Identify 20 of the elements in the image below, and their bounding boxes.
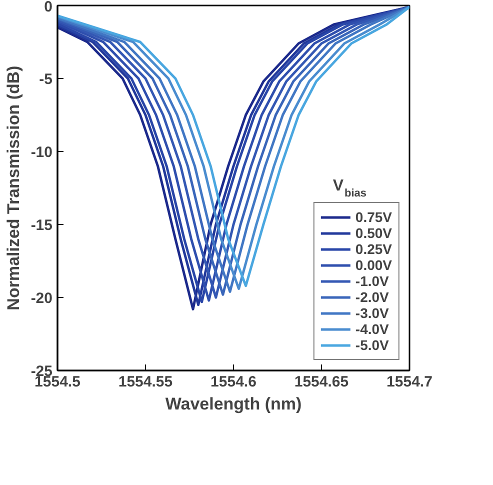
legend-label: -2.0V <box>355 289 389 305</box>
legend-label: 0.25V <box>355 241 392 257</box>
legend-label: 0.50V <box>355 225 392 241</box>
x-tick-label: 1554.6 <box>210 374 256 390</box>
y-tick-label: -10 <box>30 144 53 161</box>
legend-label: 0.75V <box>355 209 392 225</box>
legend-label: -1.0V <box>355 273 389 289</box>
legend-label: -5.0V <box>355 337 389 353</box>
legend-label: 0.00V <box>355 257 392 273</box>
x-tick-label: 1554.65 <box>294 374 349 390</box>
y-tick-label: 0 <box>44 0 52 16</box>
y-axis-title: Normalized Transmission (dB) <box>4 66 23 310</box>
x-tick-label: 1554.7 <box>386 374 432 390</box>
x-axis-title: Wavelength (nm) <box>165 394 302 414</box>
legend-label: -3.0V <box>355 305 389 321</box>
legend-label: -4.0V <box>355 321 389 337</box>
y-tick-label: -15 <box>30 217 53 234</box>
y-tick-label: -5 <box>39 71 53 88</box>
y-tick-label: -20 <box>30 290 53 307</box>
x-tick-label: 1554.55 <box>118 374 173 390</box>
